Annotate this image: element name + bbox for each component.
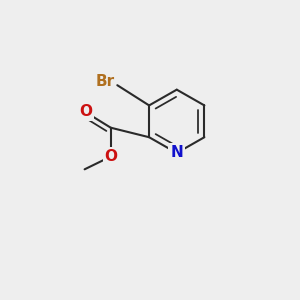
Text: O: O	[80, 104, 93, 119]
Text: O: O	[104, 149, 117, 164]
Text: Br: Br	[95, 74, 114, 89]
Text: N: N	[170, 146, 183, 160]
